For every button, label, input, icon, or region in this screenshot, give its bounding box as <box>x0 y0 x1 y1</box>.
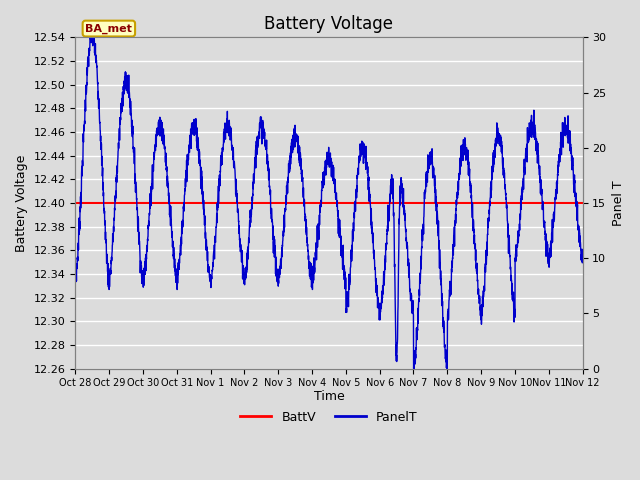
Text: BA_met: BA_met <box>85 24 132 34</box>
Y-axis label: Battery Voltage: Battery Voltage <box>15 154 28 252</box>
Y-axis label: Panel T: Panel T <box>612 180 625 226</box>
X-axis label: Time: Time <box>314 390 344 403</box>
Legend: BattV, PanelT: BattV, PanelT <box>235 406 422 429</box>
Title: Battery Voltage: Battery Voltage <box>264 15 394 33</box>
